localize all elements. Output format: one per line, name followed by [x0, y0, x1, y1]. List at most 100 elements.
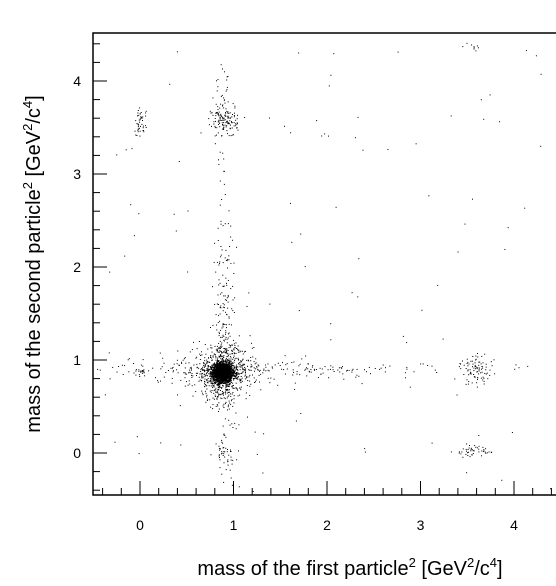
data-point [180, 379, 182, 381]
data-point [315, 369, 317, 370]
data-point [214, 374, 215, 376]
data-point [238, 359, 240, 361]
data-point [254, 368, 256, 370]
data-point [205, 353, 207, 355]
data-point [211, 369, 213, 370]
data-point [222, 364, 224, 366]
data-point [231, 375, 232, 377]
data-point [477, 377, 479, 379]
data-point [218, 164, 220, 165]
data-point [216, 374, 218, 376]
data-point [222, 355, 224, 357]
data-point [224, 257, 226, 259]
data-point [212, 376, 214, 378]
data-point [223, 383, 224, 384]
data-point [231, 349, 233, 351]
data-point [219, 382, 221, 384]
data-point [205, 374, 207, 376]
data-point [358, 258, 360, 260]
data-point [227, 296, 229, 298]
data-point [196, 366, 198, 368]
data-point [234, 422, 236, 424]
data-point [196, 363, 198, 365]
data-point [232, 310, 234, 312]
data-point [225, 324, 227, 326]
data-point [207, 366, 209, 368]
data-point [189, 372, 191, 373]
data-point [219, 117, 221, 119]
data-point [125, 149, 127, 151]
data-point [232, 459, 234, 461]
data-point [216, 351, 218, 353]
data-point [224, 323, 226, 325]
data-point [227, 381, 229, 383]
data-point [310, 371, 312, 373]
data-point [108, 352, 110, 354]
data-point [467, 369, 469, 371]
data-point [141, 117, 143, 119]
data-point [203, 366, 205, 368]
data-point [231, 344, 233, 346]
data-point [208, 357, 209, 359]
data-point [507, 227, 509, 229]
data-point [226, 121, 228, 123]
data-point [227, 123, 229, 125]
data-point [214, 389, 216, 391]
data-point [143, 131, 145, 133]
data-point [221, 345, 223, 347]
data-point [213, 392, 215, 394]
data-point [221, 366, 223, 367]
data-point [237, 395, 239, 397]
data-point [233, 339, 234, 341]
data-point [223, 360, 225, 362]
data-point [223, 127, 225, 129]
data-point [225, 469, 227, 471]
data-point [219, 390, 221, 391]
data-point [216, 303, 218, 305]
data-point [200, 369, 202, 371]
data-point [229, 361, 231, 363]
data-point [218, 389, 219, 391]
data-point [227, 359, 229, 361]
data-point [226, 366, 228, 368]
data-points [97, 42, 552, 492]
data-point [251, 347, 253, 349]
data-point [460, 453, 462, 455]
data-point [198, 380, 200, 382]
data-point [232, 372, 234, 374]
data-point [116, 371, 118, 373]
data-point [231, 484, 233, 486]
data-point [224, 352, 226, 354]
data-point [229, 383, 231, 385]
data-point [482, 446, 484, 448]
data-point [226, 363, 228, 365]
data-point [215, 115, 217, 117]
data-point [216, 112, 218, 113]
data-point [225, 350, 227, 352]
data-point [207, 378, 209, 379]
data-point [201, 392, 203, 394]
data-point [298, 52, 300, 54]
data-point [238, 373, 240, 375]
data-point [137, 110, 139, 111]
data-point [384, 371, 386, 373]
data-point [214, 382, 216, 384]
data-point [226, 389, 227, 391]
data-point [330, 339, 332, 341]
data-point [224, 418, 226, 420]
data-point [222, 366, 224, 368]
data-point [237, 348, 238, 350]
data-point [234, 376, 236, 377]
data-point [216, 80, 217, 82]
data-point [473, 47, 475, 49]
data-point [219, 381, 221, 383]
data-point [217, 375, 219, 377]
data-point [223, 378, 225, 380]
data-point [466, 443, 468, 445]
data-point [227, 367, 229, 369]
data-point [486, 452, 488, 454]
data-point [221, 367, 223, 369]
data-point [190, 366, 192, 368]
data-point [172, 366, 174, 368]
data-point [229, 378, 231, 380]
